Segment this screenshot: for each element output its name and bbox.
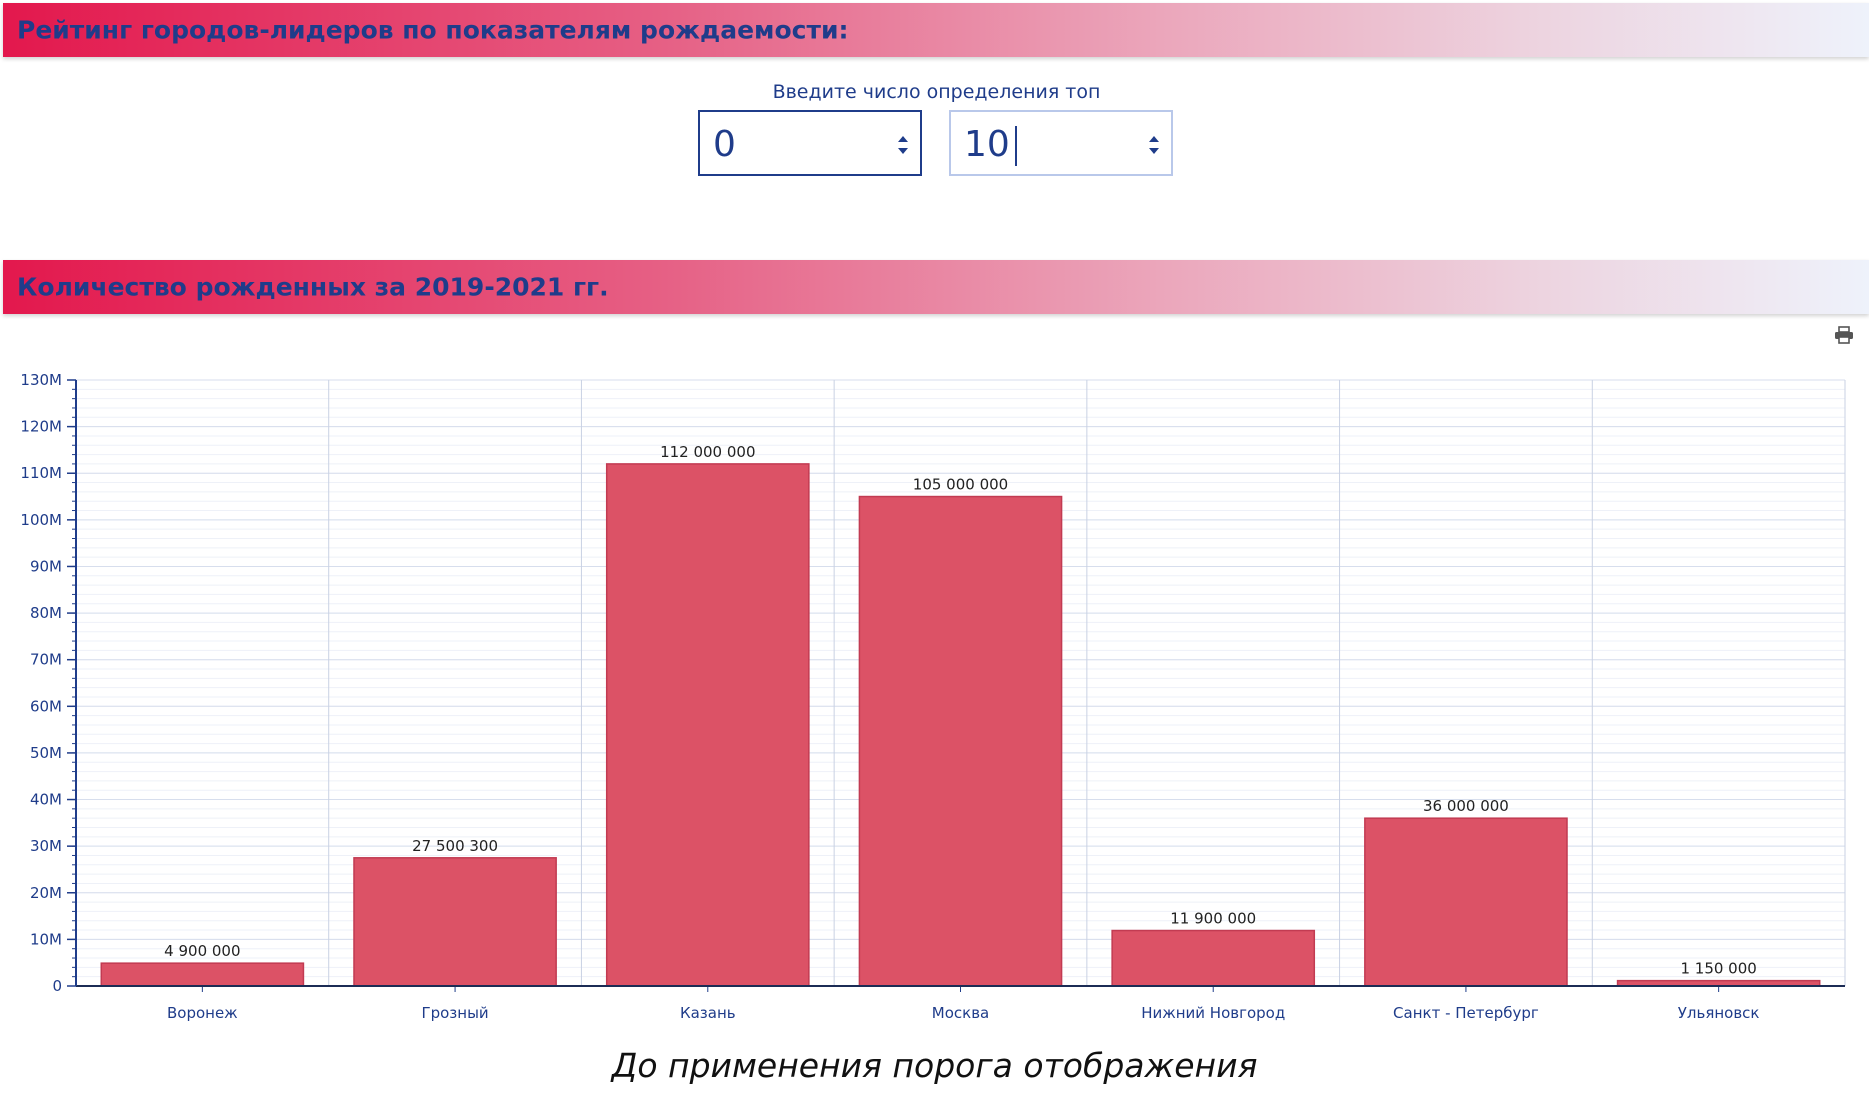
top-from-input[interactable]: 0 [698,110,922,176]
chart-section-banner: Количество рожденных за 2019-2021 гг. [3,260,1869,314]
y-tick-label: 10M [30,930,62,948]
top-input-label: Введите число определения топ [772,81,1101,103]
y-tick-label: 0 [52,977,62,995]
figure-caption: До применения порога отображения [611,1046,1258,1085]
y-tick-label: 30M [30,837,62,855]
bar-6 [1364,817,1568,987]
x-tick-label-4: Москва [932,1004,989,1022]
data-label-3: 112 000 000 [660,443,755,461]
y-tick-label: 70M [30,651,62,669]
data-label-1: 4 900 000 [164,942,240,960]
y-tick-label: 120M [20,418,62,436]
x-tick-label-6: Санкт - Петербург [1393,1004,1539,1022]
y-tick-label: 60M [30,697,62,715]
y-tick-label: 90M [30,557,62,575]
y-tick-label: 110M [20,464,62,482]
y-tick-label: 80M [30,604,62,622]
y-tick-label: 130M [20,371,62,389]
bar-4 [858,495,1063,987]
top-from-value: 0 [713,124,736,165]
x-tick-label-3: Казань [680,1004,736,1022]
y-tick-label: 50M [30,744,62,762]
spinner-arrows-icon[interactable] [896,132,910,158]
bar-3 [605,463,810,987]
y-tick-label: 20M [30,884,62,902]
data-label-4: 105 000 000 [913,476,1008,494]
printer-icon[interactable] [1833,326,1855,344]
x-tick-label-2: Грозный [421,1004,488,1022]
bar-2 [353,857,557,987]
bar-5 [1111,929,1316,987]
top-to-input[interactable]: 10 [949,110,1173,176]
header-banner: Рейтинг городов-лидеров по показателям р… [3,3,1869,57]
x-tick-label-7: Ульяновск [1678,1004,1760,1022]
chart-section-title: Количество рожденных за 2019-2021 гг. [17,272,609,302]
top-to-value: 10 [964,124,1010,165]
page-title: Рейтинг городов-лидеров по показателям р… [17,15,849,45]
y-tick-label: 100M [20,511,62,529]
data-label-7: 1 150 000 [1680,960,1756,978]
x-tick-label-5: Нижний Новгород [1141,1004,1285,1022]
y-tick-label: 40M [30,791,62,809]
data-label-5: 11 900 000 [1170,910,1256,928]
text-caret [1015,126,1017,166]
x-tick-label-1: Воронеж [167,1004,238,1022]
data-label-2: 27 500 300 [412,837,498,855]
data-label-6: 36 000 000 [1423,797,1509,815]
births-bar-chart: 4 900 000 Воронеж 27 500 300 Грозный 112 000… [20,371,1846,1022]
spinner-arrows-icon[interactable] [1147,132,1161,158]
bar-1 [100,962,305,987]
